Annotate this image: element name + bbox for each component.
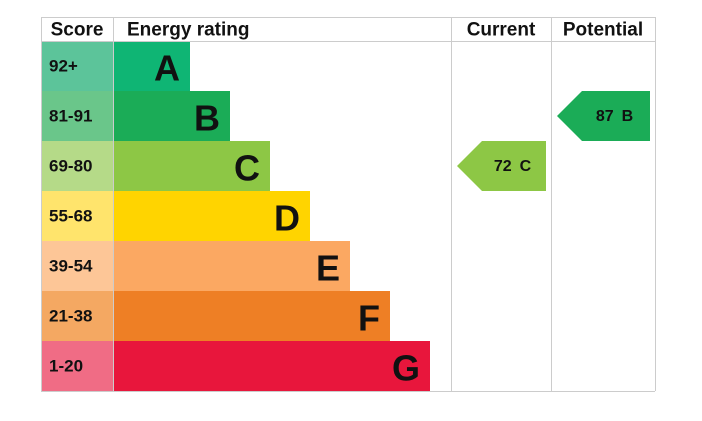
column-header: Energy rating — [127, 20, 249, 41]
rating-letter: F — [358, 298, 380, 339]
score-cell — [41, 191, 113, 241]
current-letter: C — [520, 158, 532, 175]
rating-letter: A — [154, 48, 180, 89]
current-rating: 72 C — [494, 158, 532, 175]
score-label: 1-20 — [49, 357, 83, 376]
score-label: 81-91 — [49, 107, 92, 126]
score-cell — [41, 291, 113, 341]
score-label: 92+ — [49, 57, 78, 76]
rating-bar — [113, 91, 230, 141]
rating-bar — [113, 191, 310, 241]
potential-letter: B — [622, 108, 634, 125]
rating-letter: D — [274, 198, 300, 239]
score-label: 21-38 — [49, 307, 92, 326]
column-header: Current — [467, 20, 536, 41]
rating-letter: G — [392, 348, 420, 389]
score-label: 39-54 — [49, 257, 93, 276]
score-cell — [41, 241, 113, 291]
rating-bar — [113, 341, 430, 391]
potential-value: 87 — [596, 108, 614, 125]
current-arrow — [457, 141, 546, 191]
rating-bar — [113, 241, 350, 291]
potential-rating: 87 B — [596, 108, 633, 125]
score-label: 55-68 — [49, 207, 92, 226]
rating-bar — [113, 41, 190, 91]
score-cell — [41, 341, 113, 391]
column-header: Potential — [563, 20, 643, 41]
potential-arrow — [557, 91, 650, 141]
rating-letter: B — [194, 98, 220, 139]
current-value: 72 — [494, 158, 512, 175]
score-cell — [41, 141, 113, 191]
score-cell — [41, 91, 113, 141]
column-header: Score — [51, 20, 104, 41]
rating-letter: C — [234, 148, 260, 189]
rating-bar — [113, 141, 270, 191]
rating-bar — [113, 291, 390, 341]
score-label: 69-80 — [49, 157, 92, 176]
score-cell — [41, 41, 113, 91]
rating-letter: E — [316, 248, 340, 289]
